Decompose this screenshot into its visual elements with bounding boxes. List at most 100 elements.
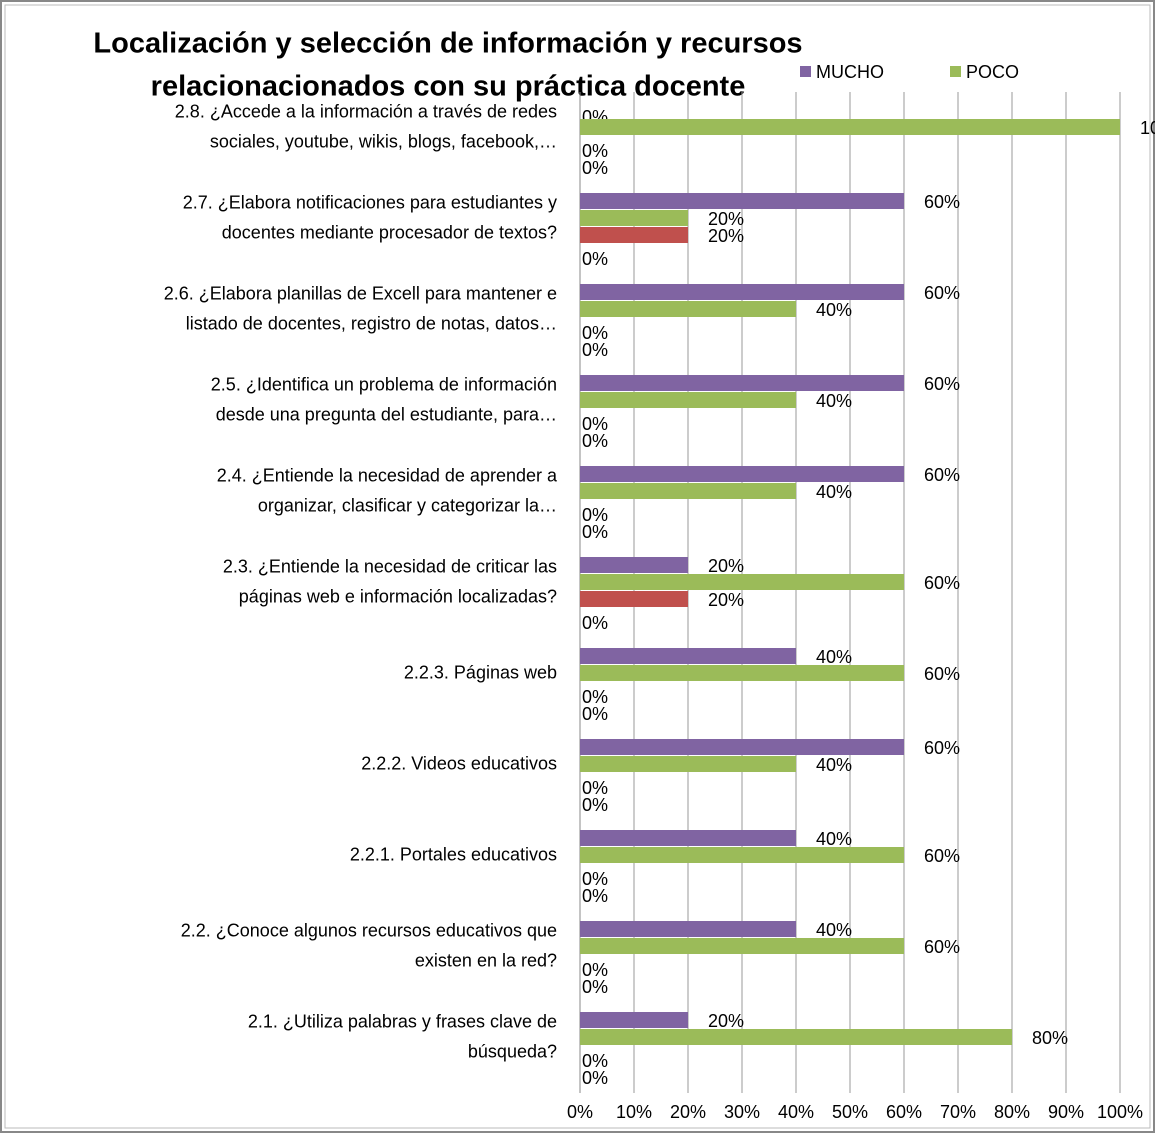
bar [580,227,688,243]
y-tick-label: 2.2.1. Portales educativos [350,844,557,864]
value-label: 60% [924,192,960,212]
bar [580,921,796,937]
value-label: 0% [582,687,608,707]
value-label: 0% [582,141,608,161]
value-label: 20% [708,556,744,576]
value-label: 0% [582,704,608,724]
value-label: 40% [816,482,852,502]
y-tick-label: 2.7. ¿Elabora notificaciones para estudi… [183,192,557,212]
y-tick-label: listado de docentes, registro de notas, … [186,313,557,333]
value-label: 0% [582,249,608,269]
value-label: 0% [582,431,608,451]
value-label: 0% [582,869,608,889]
y-tick-label: 2.2.3. Páginas web [404,662,557,682]
y-tick-label: 2.1. ¿Utiliza palabras y frases clave de [248,1011,557,1031]
value-label: 20% [708,209,744,229]
value-label: 0% [582,778,608,798]
value-label: 0% [582,960,608,980]
value-label: 60% [924,664,960,684]
value-label: 40% [816,920,852,940]
y-tick-label: sociales, youtube, wikis, blogs, faceboo… [210,131,557,151]
value-label: 0% [582,323,608,343]
value-label: 60% [924,738,960,758]
value-label: 20% [708,226,744,246]
value-label: 40% [816,300,852,320]
value-label: 60% [924,374,960,394]
y-tick-label: organizar, clasificar y categorizar la… [258,495,557,515]
value-label: 40% [816,829,852,849]
bar [580,739,904,755]
x-tick-label: 90% [1048,1102,1084,1122]
value-label: 60% [924,937,960,957]
value-label: 20% [708,1011,744,1031]
value-label: 40% [816,647,852,667]
bar [580,375,904,391]
frame-inner [4,4,1151,1129]
bar [580,830,796,846]
bar [580,1012,688,1028]
value-label: 0% [582,505,608,525]
bar [580,665,904,681]
bar [580,284,904,300]
bar [580,119,1120,135]
value-label: 0% [582,886,608,906]
value-label: 100% [1140,118,1155,138]
y-tick-label: búsqueda? [468,1041,557,1061]
x-tick-label: 40% [778,1102,814,1122]
x-tick-label: 100% [1097,1102,1143,1122]
value-label: 40% [816,391,852,411]
y-tick-label: 2.6. ¿Elabora planillas de Excell para m… [164,283,557,303]
legend-label: MUCHO [816,62,884,82]
value-label: 0% [582,977,608,997]
value-label: 0% [582,340,608,360]
y-tick-label: 2.2.2. Videos educativos [361,753,557,773]
value-label: 0% [582,795,608,815]
value-label: 0% [582,414,608,434]
x-tick-label: 20% [670,1102,706,1122]
value-label: 0% [582,522,608,542]
bar [580,938,904,954]
x-tick-label: 10% [616,1102,652,1122]
legend-label: POCO [966,62,1019,82]
x-tick-label: 80% [994,1102,1030,1122]
y-tick-label: desde una pregunta del estudiante, para… [216,404,557,424]
x-tick-label: 60% [886,1102,922,1122]
y-tick-label: docentes mediante procesador de textos? [222,222,557,242]
x-tick-label: 70% [940,1102,976,1122]
bar [580,210,688,226]
x-tick-label: 30% [724,1102,760,1122]
bar [580,557,688,573]
y-tick-label: 2.8. ¿Accede a la información a través d… [175,101,557,121]
y-tick-label: 2.3. ¿Entiende la necesidad de criticar … [223,556,557,576]
bar [580,301,796,317]
value-label: 60% [924,573,960,593]
chart-title: relacionacionados con su práctica docent… [151,71,746,103]
chart-title: Localización y selección de información … [93,28,802,60]
value-label: 0% [582,1068,608,1088]
bar [580,466,904,482]
y-tick-label: existen en la red? [415,950,557,970]
value-label: 40% [816,755,852,775]
y-tick-label: 2.5. ¿Identifica un problema de informac… [211,374,557,394]
value-label: 60% [924,283,960,303]
x-tick-label: 0% [567,1102,593,1122]
legend-swatch [800,66,811,77]
bar [580,847,904,863]
value-label: 0% [582,1051,608,1071]
y-tick-label: 2.4. ¿Entiende la necesidad de aprender … [217,465,558,485]
bar [580,756,796,772]
bar [580,1029,1012,1045]
legend-swatch [950,66,961,77]
value-label: 0% [582,613,608,633]
value-label: 60% [924,465,960,485]
y-tick-label: páginas web e información localizadas? [239,586,557,606]
bar [580,392,796,408]
bar [580,591,688,607]
y-tick-label: 2.2. ¿Conoce algunos recursos educativos… [181,920,557,940]
bar [580,483,796,499]
value-label: 0% [582,158,608,178]
value-label: 60% [924,846,960,866]
bar [580,193,904,209]
